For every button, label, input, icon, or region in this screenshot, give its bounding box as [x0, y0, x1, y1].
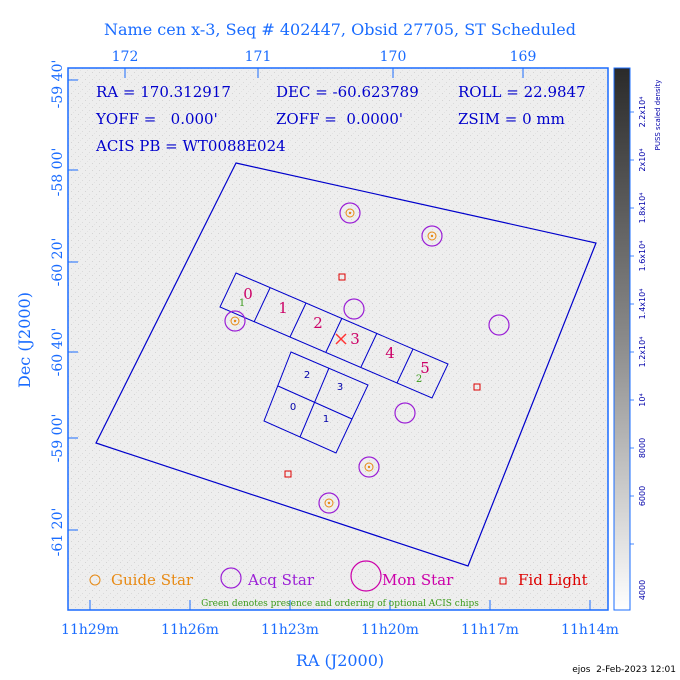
colorbar-ticks [630, 111, 634, 545]
zsim-value: ZSIM = 0 mm [458, 110, 565, 128]
optional-chip-marker: 2 [416, 374, 422, 385]
fid-light [284, 470, 292, 478]
colorbar-tick-label: 4000 [638, 580, 647, 600]
top-tick-label: 171 [245, 49, 272, 65]
legend-fid-label: Fid Light [518, 571, 588, 589]
colorbar-tick-label: 1.2x10⁴ [638, 337, 647, 368]
guide-star-dots [233, 211, 434, 505]
legend: Guide Star Acq Star Mon Star Fid Light G… [89, 560, 588, 609]
acq-star [488, 314, 510, 336]
y-axis-label: Dec (J2000) [15, 292, 34, 388]
ra-value: RA = 170.312917 [96, 83, 231, 101]
colorbar-label: PUSS scaled density [654, 80, 662, 151]
colorbar-tick-label: 10⁴ [638, 393, 647, 406]
acis-i-chip-labels: 2 3 0 1 [290, 370, 343, 425]
acq-star [318, 492, 340, 514]
chip-i2-label: 2 [304, 370, 310, 381]
chip-s4-label: 4 [385, 344, 395, 362]
footer-stamp: ejos 2-Feb-2023 12:01 [572, 665, 676, 675]
legend-mon-label: Mon Star [382, 571, 454, 589]
acq-stars [224, 202, 510, 514]
colorbar-tick-label: 2.2x10⁴ [638, 97, 647, 128]
guide-star [427, 231, 437, 241]
left-tick-label: -60 20' [50, 238, 66, 287]
chip-i3-label: 3 [337, 382, 343, 393]
chip-i1-label: 1 [323, 414, 329, 425]
chip-s3-label: 3 [350, 330, 360, 348]
chip-s2-label: 2 [313, 314, 323, 332]
legend-mon-icon [350, 560, 382, 592]
left-tick-label: -59 00' [50, 414, 66, 463]
acis-s-array [219, 272, 449, 399]
chip-s1-label: 1 [278, 299, 288, 317]
left-tick-label: -59 40' [50, 60, 66, 109]
guide-star [324, 498, 334, 508]
guide-star [345, 208, 355, 218]
left-tick-label: -61 20' [50, 508, 66, 557]
chip-s5-label: 5 [420, 359, 430, 377]
acq-star [394, 402, 416, 424]
roll-value: ROLL = 22.9847 [458, 83, 586, 101]
x-axis-label: RA (J2000) [296, 651, 384, 670]
bottom-tick-label: 11h17m [461, 622, 519, 638]
legend-guide-icon [89, 574, 101, 586]
top-axis [124, 68, 524, 78]
bottom-tick-label: 11h20m [361, 622, 419, 638]
dec-value: DEC = -60.623789 [276, 83, 419, 101]
colorbar [613, 67, 631, 611]
legend-acq-label: Acq Star [247, 571, 315, 589]
colorbar-tick-label: 8000 [638, 438, 647, 458]
colorbar-tick-label: 1.6x10⁴ [638, 241, 647, 272]
legend-guide-label: Guide Star [111, 571, 194, 589]
colorbar-tick-label: 6000 [638, 486, 647, 506]
colorbar-tick-labels: 2.2x10⁴ 2x10⁴ 1.8x10⁴ 1.6x10⁴ 1.4x10⁴ 1.… [638, 97, 647, 601]
top-tick-label: 169 [510, 49, 537, 65]
aimpoint-cross [335, 333, 347, 345]
bottom-tick-label: 11h14m [561, 622, 619, 638]
acis-i-array [263, 351, 369, 454]
fid-light [338, 273, 346, 281]
legend-note: Green denotes presence and ordering of o… [201, 599, 479, 609]
acq-star [358, 456, 380, 478]
sky-image [68, 68, 608, 610]
optional-chip-marker: 1 [239, 298, 245, 309]
top-tick-label: 172 [112, 49, 139, 65]
acq-star [224, 310, 246, 332]
chip-i0-label: 0 [290, 402, 296, 413]
bottom-tick-label: 11h29m [61, 622, 119, 638]
legend-acq-icon [220, 567, 242, 589]
left-tick-label: -58 00' [50, 148, 66, 197]
top-tick-label: 170 [380, 49, 407, 65]
plot-title: Name cen x-3, Seq # 402447, Obsid 27705,… [104, 20, 576, 39]
legend-fid-icon [499, 577, 507, 585]
pointing-info: RA = 170.312917 DEC = -60.623789 ROLL = … [95, 83, 586, 155]
plot-frame [67, 67, 609, 611]
acq-star [339, 202, 361, 224]
bottom-tick-label: 11h26m [161, 622, 219, 638]
chip-s0-label: 0 [243, 285, 253, 303]
bottom-axis [89, 600, 591, 610]
yoff-value: YOFF = 0.000' [95, 110, 218, 128]
acis-s-chip-labels: 0 1 2 3 4 5 [243, 285, 430, 377]
fid-lights [284, 273, 481, 478]
colorbar-tick-label: 1.8x10⁴ [638, 193, 647, 224]
guide-star [364, 462, 374, 472]
zoff-value: ZOFF = 0.0000' [276, 110, 403, 128]
left-tick-label: -60 40' [50, 328, 66, 377]
colorbar-tick-label: 1.4x10⁴ [638, 289, 647, 320]
acis-pb-value: ACIS PB = WT0088E024 [95, 137, 286, 155]
field-of-view-box [95, 162, 597, 567]
guide-star [230, 316, 240, 326]
acq-star [421, 225, 443, 247]
colorbar-tick-label: 2x10⁴ [638, 148, 647, 171]
fid-light [473, 383, 481, 391]
left-axis [68, 79, 78, 531]
bottom-tick-label: 11h23m [261, 622, 319, 638]
guide-stars [230, 208, 437, 508]
acq-star [343, 298, 365, 320]
